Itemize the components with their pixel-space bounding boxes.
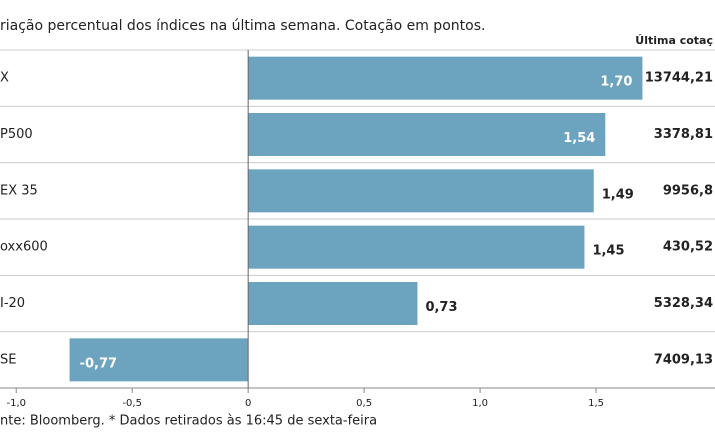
- last-quote: 3378,81: [654, 127, 713, 142]
- x-tick-label: -0,5: [122, 398, 142, 409]
- last-quote: 430,52: [663, 240, 713, 255]
- category-label: SE: [0, 352, 16, 367]
- value-label: -0,77: [80, 356, 117, 371]
- value-label: 1,45: [592, 244, 624, 259]
- last-quote: 7409,13: [654, 352, 713, 367]
- category-label: oxx600: [0, 240, 48, 255]
- source-note: nte: Bloomberg. * Dados retirados às 16:…: [0, 414, 377, 429]
- bar: [248, 282, 418, 325]
- value-label: 1,54: [563, 131, 595, 146]
- bar: [69, 338, 249, 382]
- x-tick-label: 0,5: [356, 398, 372, 409]
- last-quote: 9956,8: [663, 183, 713, 198]
- last-quote: 5328,34: [654, 296, 713, 311]
- x-tick-label: 1,0: [472, 398, 488, 409]
- bar: [248, 113, 606, 156]
- column-header: Última cotaç: [635, 34, 713, 47]
- bar: [248, 169, 594, 213]
- category-label: X: [0, 71, 9, 86]
- category-label: P500: [0, 127, 33, 142]
- x-tick-label: -1,0: [6, 398, 26, 409]
- category-label: EX 35: [0, 183, 38, 198]
- bar: [248, 225, 585, 269]
- x-tick-label: 0: [245, 398, 251, 409]
- bar: [248, 56, 643, 100]
- last-quote: 13744,21: [645, 71, 713, 86]
- value-label: 1,49: [602, 187, 634, 202]
- category-label: I-20: [0, 296, 25, 311]
- value-label: 1,70: [600, 75, 632, 90]
- chart-title: riação percentual dos índices na última …: [0, 18, 485, 34]
- x-tick-label: 1,5: [588, 398, 604, 409]
- value-label: 0,73: [425, 300, 457, 315]
